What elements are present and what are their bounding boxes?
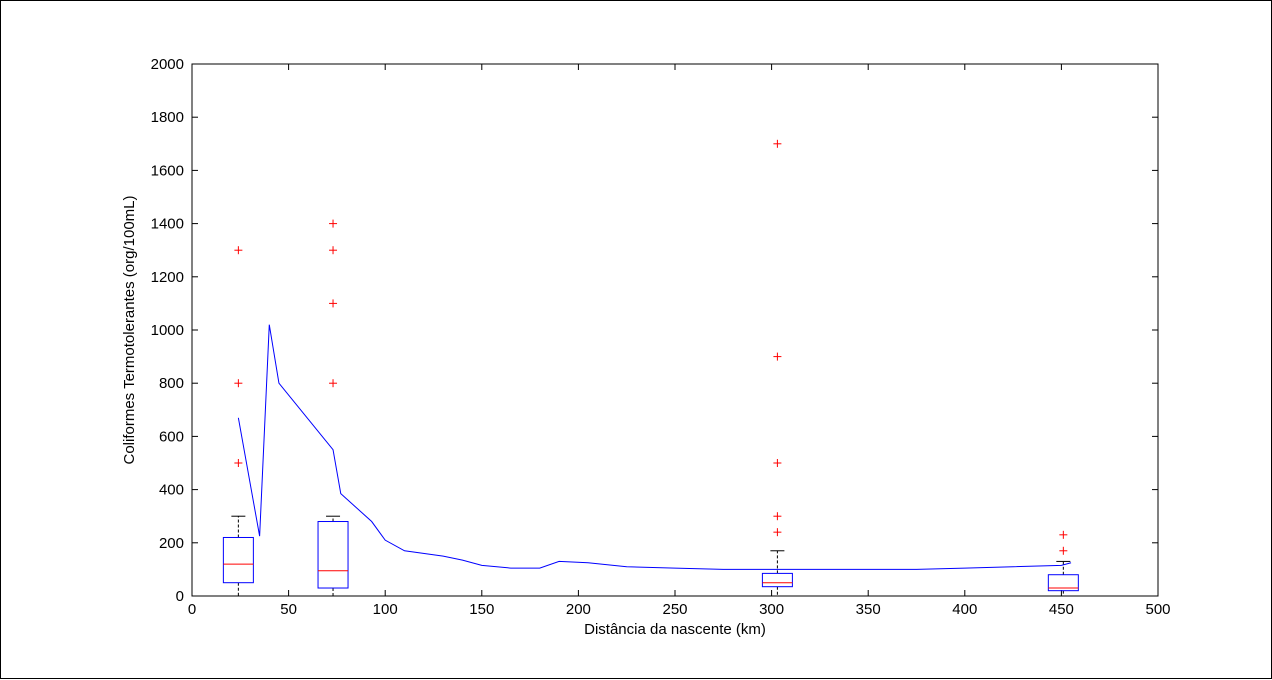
x-tick-label: 300: [759, 601, 784, 618]
outlier-marker: [329, 246, 338, 255]
outlier-marker: [773, 528, 782, 537]
x-tick-label: 150: [469, 601, 494, 618]
box: [222, 536, 254, 584]
x-tick-label: 350: [856, 601, 881, 618]
x-tick-label: 200: [566, 601, 591, 618]
y-axis-title: Coliformes Termotolerantes (org/100mL): [121, 195, 138, 464]
y-tick-label: 1400: [151, 216, 184, 233]
outlier-marker: [329, 219, 338, 228]
y-tick-label: 200: [159, 535, 184, 552]
y-tick-label: 800: [159, 375, 184, 392]
x-tick-label: 50: [280, 601, 297, 618]
x-tick-label: 450: [1049, 601, 1074, 618]
outlier-marker: [773, 139, 782, 148]
outlier-marker: [234, 379, 243, 388]
y-tick-label: 1800: [151, 109, 184, 126]
box: [1047, 574, 1079, 592]
x-axis-title: Distância da nascente (km): [584, 621, 766, 638]
outlier-marker: [234, 459, 243, 467]
y-tick-label: 1000: [151, 322, 184, 339]
outlier-marker: [234, 246, 243, 255]
outlier-marker: [329, 299, 338, 308]
x-tick-label: 400: [952, 601, 977, 618]
x-tick-label: 0: [188, 601, 196, 618]
y-tick-label: 1600: [151, 162, 184, 179]
box: [761, 572, 793, 588]
y-tick-label: 0: [176, 588, 184, 605]
series-line: [237, 324, 1072, 570]
y-tick-label: 1200: [151, 269, 184, 286]
y-tick-label: 400: [159, 482, 184, 499]
outlier-marker: [329, 379, 338, 388]
x-tick-label: 500: [1145, 601, 1170, 618]
y-tick-label: 2000: [151, 56, 184, 73]
outlier-marker: [773, 512, 782, 521]
outlier-marker: [1059, 530, 1068, 539]
outlier-marker: [1059, 546, 1068, 555]
y-tick-label: 600: [159, 428, 184, 445]
x-tick-label: 250: [662, 601, 687, 618]
outlier-marker: [773, 459, 782, 467]
box: [317, 521, 349, 589]
x-tick-label: 100: [373, 601, 398, 618]
outlier-marker: [773, 352, 782, 361]
